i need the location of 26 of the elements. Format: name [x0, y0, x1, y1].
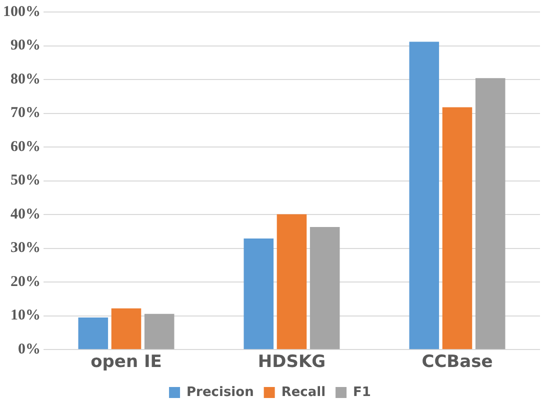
legend-label: Precision [186, 384, 254, 400]
y-tick-label: 90% [10, 38, 40, 54]
bar [144, 314, 174, 350]
y-tick-label: 80% [10, 71, 40, 88]
legend-label: F1 [353, 384, 371, 400]
y-tick-label: 10% [10, 308, 40, 324]
y-tick-label: 60% [10, 138, 40, 155]
bar [78, 318, 108, 350]
bar [276, 214, 307, 350]
bar [409, 42, 440, 350]
y-tick-label: 30% [10, 240, 40, 256]
legend-label: Recall [281, 384, 326, 400]
bar [442, 107, 472, 350]
y-tick-label: 20% [10, 274, 40, 290]
x-tick-label: CCBase [422, 352, 493, 372]
bar [111, 308, 142, 350]
y-tick-label: 0% [18, 341, 40, 358]
y-tick-label: 100% [3, 4, 40, 20]
bar [310, 227, 340, 350]
y-tick-label: 70% [10, 105, 40, 122]
y-tick-label: 50% [10, 172, 40, 189]
x-tick-label: open IE [90, 352, 162, 372]
y-tick-label: 40% [10, 206, 40, 222]
bar [475, 78, 506, 350]
bar [244, 238, 274, 350]
x-tick-label: HDSKG [258, 352, 326, 372]
